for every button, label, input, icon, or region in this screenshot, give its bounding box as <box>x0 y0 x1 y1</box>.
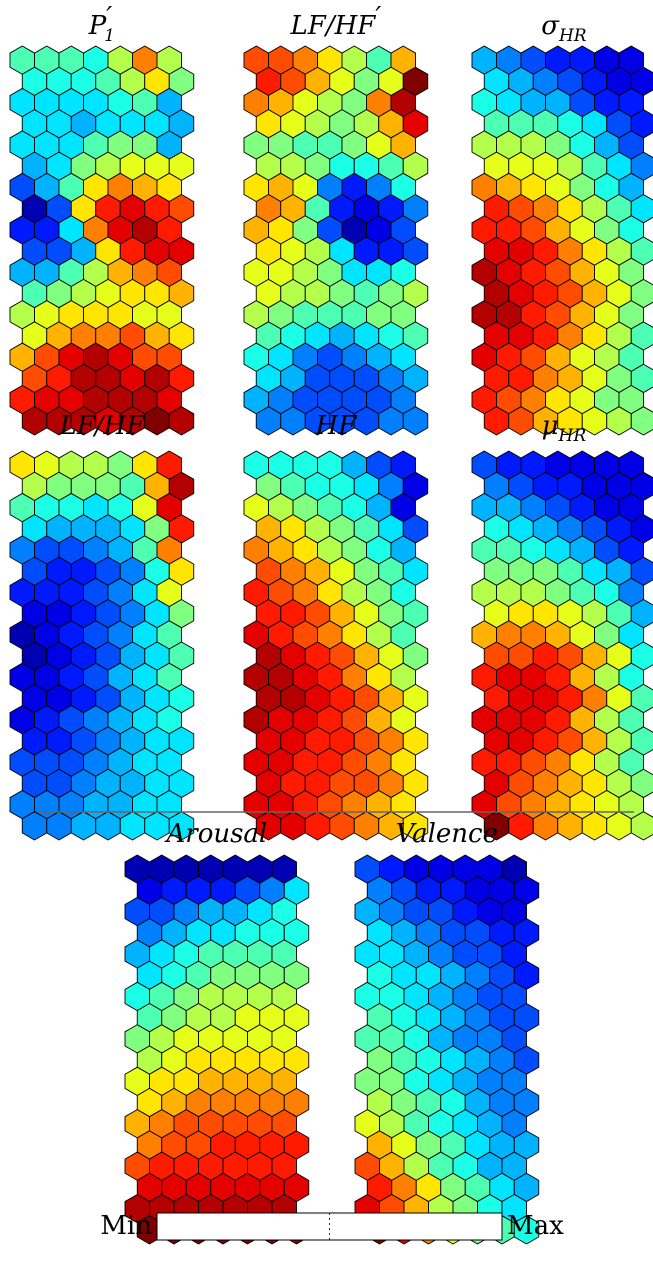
plane-title-main: Valence <box>396 819 498 849</box>
plane-title-prime: ′ <box>106 2 112 32</box>
hex-cell <box>513 1215 540 1245</box>
hex-cell <box>168 811 195 841</box>
plane-title-valence: Valence <box>396 819 498 849</box>
component-plane-valence: Valence <box>354 819 540 1245</box>
colorbar-box <box>156 1212 503 1241</box>
colorbar-max-label: Max <box>507 1211 564 1241</box>
hex-cell <box>630 406 653 436</box>
component-plane-arousal: Arousal <box>124 819 310 1245</box>
plane-title-p1: P′ 1 <box>88 2 115 46</box>
hex-cell <box>402 811 429 841</box>
plane-title-main: Arousal <box>164 819 267 849</box>
plane-title-hf: HF <box>315 411 358 441</box>
component-plane-mu_hr: μHR <box>471 411 653 841</box>
component-plane-lfhf: LF/HF <box>9 411 195 841</box>
plane-title-arousal: Arousal <box>164 819 267 849</box>
plane-title-lfhf: LF/HF <box>58 411 145 441</box>
plane-title-subscript: 1 <box>104 26 115 46</box>
plane-title-main: LF/HF <box>58 411 145 441</box>
plane-title-main: P <box>88 11 107 41</box>
plane-title-lfhf_prime: LF/HF′ <box>290 2 382 41</box>
hex-cell <box>402 406 429 436</box>
component-plane-lfhf_prime: LF/HF′ <box>243 2 429 436</box>
colorbar-min-label: Min <box>100 1211 152 1241</box>
component-plane-p1: P′ 1 <box>9 2 195 436</box>
plane-title-mu_hr: μHR <box>542 411 587 446</box>
colorbar: Min Max <box>100 1211 564 1241</box>
plane-title-prime: ′ <box>375 2 381 32</box>
hex-cell <box>168 406 195 436</box>
plane-title-subscript: HR <box>558 26 587 46</box>
plane-title-main: σ <box>541 11 560 41</box>
hex-cell <box>630 811 653 841</box>
plane-title-subscript: HR <box>558 426 587 446</box>
plane-title-main: μ <box>542 411 559 441</box>
plane-title-sigma_hr: σHR <box>541 11 587 46</box>
plane-title-main: HF <box>315 411 358 441</box>
component-plane-hf: HF <box>243 411 429 841</box>
component-plane-sigma_hr: σHR <box>471 11 653 436</box>
plane-title-main: LF/HF <box>290 11 377 41</box>
